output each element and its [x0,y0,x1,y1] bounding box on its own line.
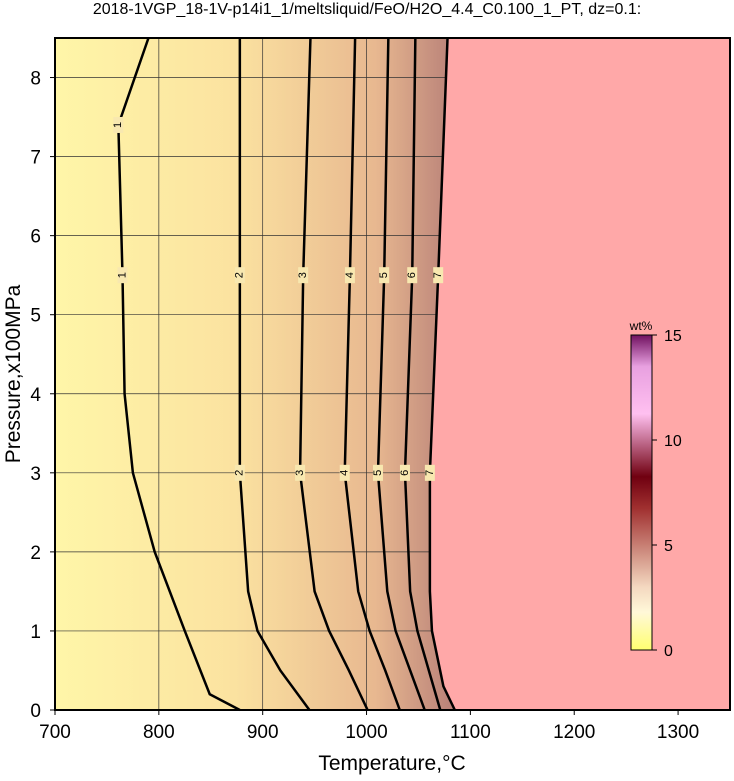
contour-label-bg [424,464,435,481]
contour-label-bg [372,464,383,481]
x-tick-label: 1300 [657,722,699,743]
contour-label: 5 [372,470,384,476]
contour-label: 4 [339,470,351,476]
contour-label: 3 [297,272,309,278]
colorbar-tick-label: 0 [664,643,673,660]
y-tick-label: 4 [30,385,41,406]
contour-line [117,37,241,712]
contour-label-bg [298,267,309,284]
contour-label-bg [399,464,410,481]
colorbar-tick-label: 5 [664,538,673,555]
contour-label-bg [234,464,245,481]
x-axis-label: Temperature,°C [318,752,465,775]
x-tick-label: 1000 [345,722,387,743]
contour-label-bg [339,464,350,481]
contour-label: 2 [234,470,246,476]
contour-label-bg [379,267,390,284]
colorbar-label: wt% [629,319,653,333]
contour-label: 7 [432,272,444,278]
contour-label: 1 [112,122,124,128]
contour-label: 4 [344,272,356,278]
contour-label-bg [407,267,418,284]
contour-label: 2 [234,272,246,278]
contour-label-bg [234,267,245,284]
y-tick-label: 6 [30,227,41,248]
contour-label: 6 [399,470,411,476]
x-tick-label: 800 [143,722,175,743]
colorbar [630,334,653,651]
plot-frame [54,37,731,711]
y-tick-label: 0 [30,701,41,722]
y-tick-label: 3 [30,464,41,485]
chart-title: 2018-1VGP_18-1V-p14i1_1/meltsliquid/FeO/… [93,1,641,18]
y-axis-label: Pressure,x100MPa [2,284,25,463]
contour-label-bg [117,267,128,284]
contour-label: 6 [406,272,418,278]
y-tick-label: 8 [30,69,41,90]
contour-label: 5 [378,272,390,278]
contour-label: 7 [424,470,436,476]
colorbar-tick-label: 10 [664,433,682,450]
x-tick-label: 1100 [450,722,491,743]
y-tick-label: 1 [30,622,41,643]
y-tick-label: 2 [30,543,41,564]
contour-label-bg [344,267,355,284]
x-tick-label: 900 [247,722,279,743]
x-tick-label: 1200 [553,722,595,743]
contour-label: 1 [116,272,128,278]
contour-label-bg [113,116,124,133]
contour-label-bg [295,464,306,481]
x-tick-label: 700 [39,722,71,743]
y-tick-label: 7 [30,148,41,169]
colorbar-tick-label: 15 [664,328,682,345]
y-tick-label: 5 [30,306,41,327]
contour-label: 3 [294,470,306,476]
contour-label-bg [433,267,444,284]
saturated-region [429,38,730,710]
